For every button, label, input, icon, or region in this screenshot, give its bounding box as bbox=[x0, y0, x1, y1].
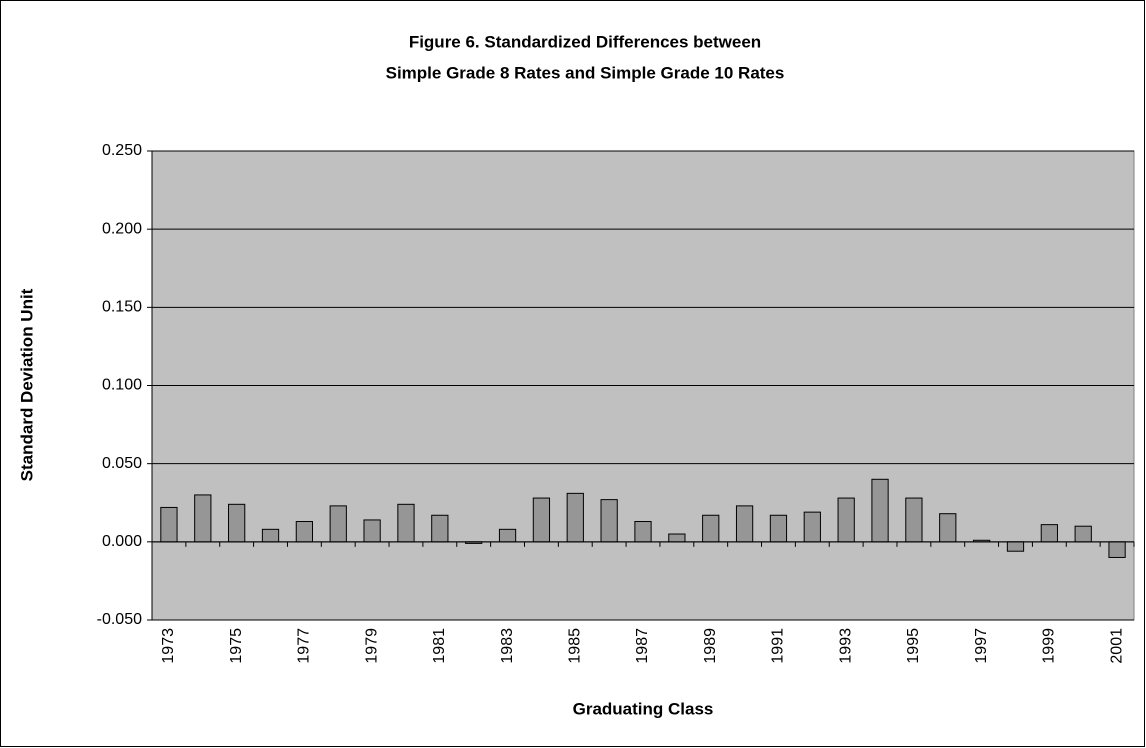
x-tick-label: 1993 bbox=[837, 628, 854, 664]
bar bbox=[228, 503, 246, 543]
bar bbox=[668, 533, 686, 543]
x-tick-label: 1987 bbox=[634, 628, 651, 664]
bar bbox=[769, 514, 788, 543]
bar bbox=[1040, 524, 1058, 543]
bar bbox=[735, 505, 754, 543]
bar bbox=[634, 521, 652, 543]
bar bbox=[1006, 541, 1025, 552]
y-tick-label: 0.150 bbox=[102, 299, 142, 316]
x-tick-label: 2001 bbox=[1108, 628, 1125, 664]
bar bbox=[939, 513, 957, 543]
bar bbox=[803, 511, 821, 543]
x-tick-label: 1997 bbox=[973, 628, 990, 664]
bar bbox=[600, 499, 618, 543]
x-tick-label: 1983 bbox=[499, 628, 516, 664]
bar bbox=[566, 492, 584, 543]
chart-title: Figure 6. Standardized Differences betwe… bbox=[409, 32, 761, 51]
y-tick-label: 0.100 bbox=[102, 377, 142, 394]
bar bbox=[363, 519, 381, 543]
bar bbox=[905, 497, 923, 543]
x-tick-label: 1995 bbox=[905, 628, 922, 664]
bar bbox=[160, 506, 178, 543]
x-axis-title: Graduating Class bbox=[573, 699, 714, 718]
x-tick-label: 1979 bbox=[363, 628, 380, 664]
y-tick-label: -0.050 bbox=[97, 611, 142, 628]
bar bbox=[1108, 541, 1126, 558]
bar bbox=[498, 528, 517, 543]
x-tick-label: 1999 bbox=[1041, 628, 1058, 664]
y-tick-label: 0.250 bbox=[102, 142, 142, 159]
bar bbox=[261, 528, 280, 543]
y-axis-title: Standard Deviation Unit bbox=[17, 288, 36, 481]
bar bbox=[431, 514, 449, 543]
x-tick-label: 1985 bbox=[566, 628, 583, 664]
x-tick-label: 1989 bbox=[702, 628, 719, 664]
y-tick-label: 0.200 bbox=[102, 220, 142, 237]
y-tick-label: 0.050 bbox=[102, 455, 142, 472]
bar bbox=[837, 497, 855, 543]
chart-title: Simple Grade 8 Rates and Simple Grade 10… bbox=[386, 63, 785, 82]
bar bbox=[329, 505, 347, 543]
x-tick-label: 1981 bbox=[431, 628, 448, 664]
bar bbox=[194, 494, 212, 543]
bar bbox=[532, 497, 551, 543]
bar bbox=[871, 478, 889, 543]
x-tick-label: 1991 bbox=[770, 628, 787, 664]
bar bbox=[295, 521, 314, 543]
bar bbox=[1074, 525, 1092, 543]
y-tick-label: 0.000 bbox=[102, 533, 142, 550]
bar bbox=[397, 503, 415, 543]
x-tick-label: 1973 bbox=[160, 628, 177, 664]
x-tick-label: 1977 bbox=[296, 628, 313, 664]
bar bbox=[702, 514, 720, 543]
x-tick-label: 1975 bbox=[228, 628, 245, 664]
